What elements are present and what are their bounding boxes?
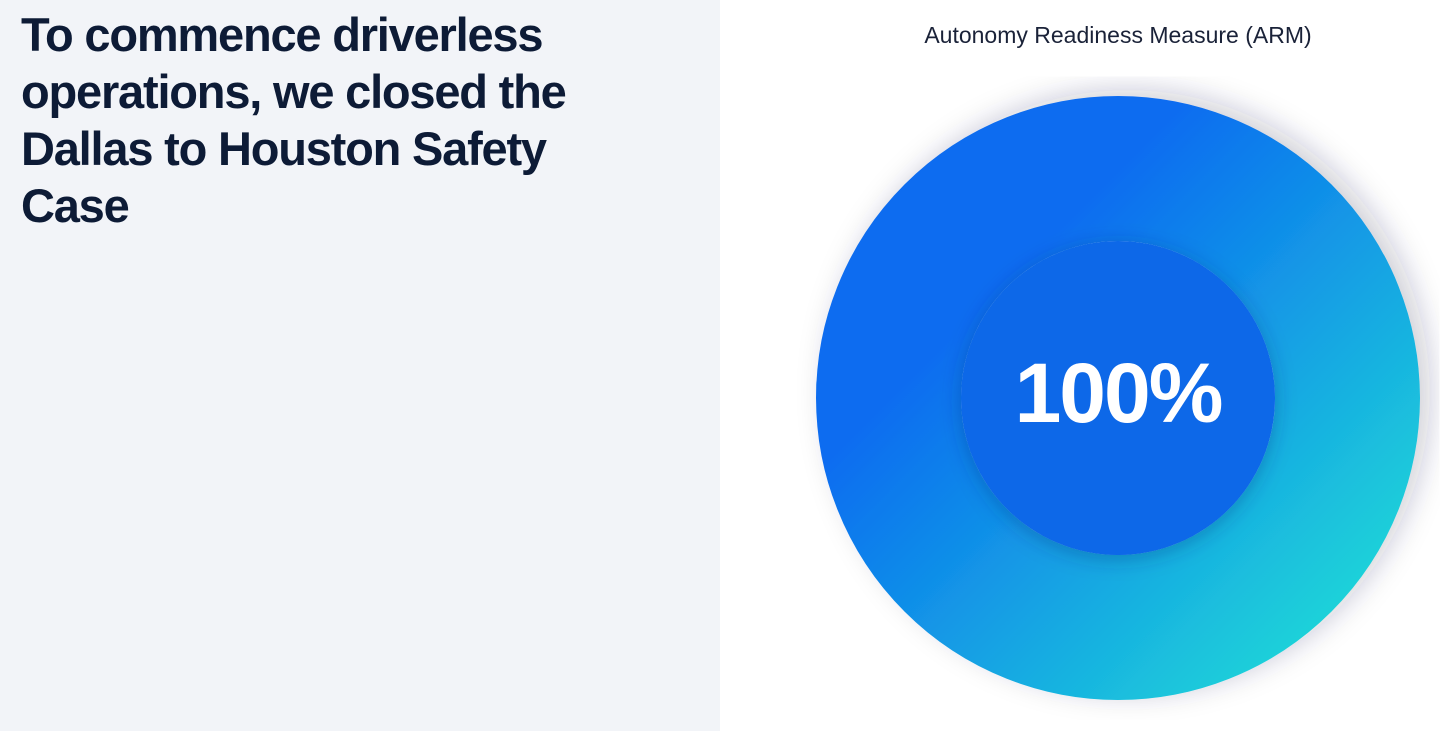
chart: Autonomy Readiness Measure (ARM) 100% (816, 22, 1420, 700)
left-panel: To commence driverless operations, we cl… (0, 0, 720, 731)
chart-title: Autonomy Readiness Measure (ARM) (924, 22, 1311, 48)
donut-center (961, 241, 1275, 555)
value-label: 100% (1015, 346, 1222, 440)
heading: To commence driverless operations, we cl… (21, 8, 567, 232)
donut-segment (816, 96, 1420, 700)
